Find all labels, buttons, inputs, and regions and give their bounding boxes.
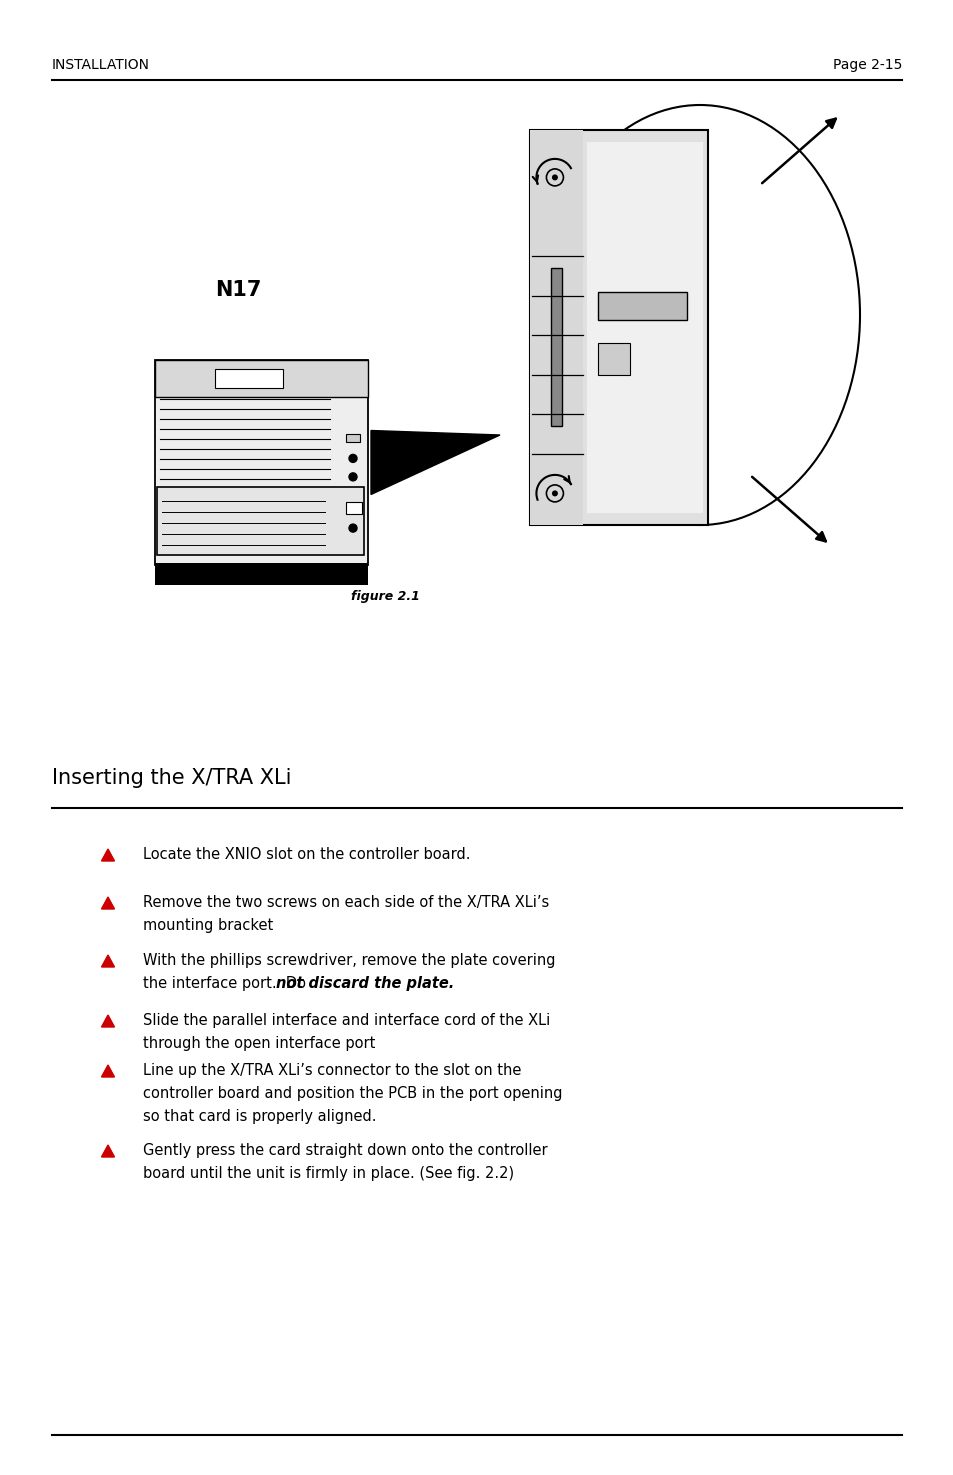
Circle shape (552, 490, 558, 497)
Bar (530, 130, 583, 525)
Text: With the phillips screwdriver, remove the plate covering: With the phillips screwdriver, remove th… (143, 953, 555, 968)
Bar (154, 360, 368, 397)
Polygon shape (101, 1065, 114, 1077)
Text: Page 2-15: Page 2-15 (832, 58, 901, 72)
Circle shape (349, 454, 356, 462)
Bar (551, 268, 561, 426)
Bar (157, 487, 364, 555)
Text: figure 2.1: figure 2.1 (350, 590, 419, 603)
Text: controller board and position the PCB in the port opening: controller board and position the PCB in… (143, 1086, 562, 1100)
Bar (154, 360, 368, 565)
Polygon shape (101, 1145, 114, 1156)
Text: not discard the plate.: not discard the plate. (276, 976, 454, 991)
Text: the interface port.  Do: the interface port. Do (143, 976, 311, 991)
Circle shape (552, 174, 558, 180)
Bar (586, 142, 702, 513)
Polygon shape (101, 954, 114, 968)
Bar (597, 344, 629, 375)
Circle shape (349, 473, 356, 481)
Text: Line up the X/TRA XLi’s connector to the slot on the: Line up the X/TRA XLi’s connector to the… (143, 1063, 521, 1078)
Ellipse shape (539, 105, 859, 525)
Text: Remove the two screws on each side of the X/TRA XLi’s: Remove the two screws on each side of th… (143, 895, 549, 910)
Bar (154, 563, 368, 586)
Text: Inserting the X/TRA XLi: Inserting the X/TRA XLi (52, 768, 292, 788)
Text: INSTALLATION: INSTALLATION (52, 58, 150, 72)
Circle shape (349, 524, 356, 532)
Bar (214, 369, 282, 388)
Bar (530, 130, 707, 525)
Text: so that card is properly aligned.: so that card is properly aligned. (143, 1109, 376, 1124)
Text: Gently press the card straight down onto the controller: Gently press the card straight down onto… (143, 1143, 547, 1158)
Text: Slide the parallel interface and interface cord of the XLi: Slide the parallel interface and interfa… (143, 1013, 550, 1028)
Text: N17: N17 (214, 280, 261, 299)
Text: through the open interface port: through the open interface port (143, 1035, 375, 1052)
Text: Locate the XNIO slot on the controller board.: Locate the XNIO slot on the controller b… (143, 847, 470, 861)
Text: board until the unit is firmly in place. (See fig. 2.2): board until the unit is firmly in place.… (143, 1167, 514, 1181)
Polygon shape (371, 431, 499, 494)
Polygon shape (101, 1015, 114, 1027)
Polygon shape (101, 897, 114, 909)
Text: mounting bracket: mounting bracket (143, 917, 273, 934)
Bar (346, 434, 359, 442)
Polygon shape (101, 850, 114, 861)
Bar (346, 502, 361, 513)
Bar (597, 292, 686, 320)
